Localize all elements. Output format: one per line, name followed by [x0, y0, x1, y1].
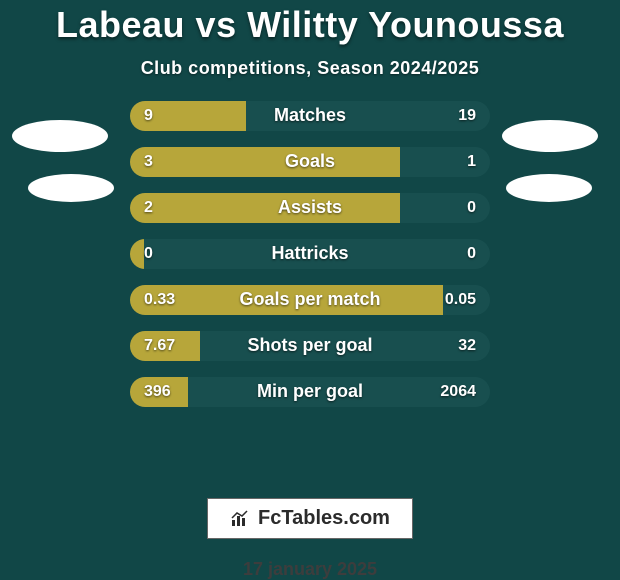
bar-right-fill: [188, 377, 490, 407]
stat-row: Assists20: [130, 193, 490, 223]
page-subtitle: Club competitions, Season 2024/2025: [141, 58, 480, 79]
bar-left-fill: [130, 193, 400, 223]
comparison-page: Labeau vs Wilitty Younoussa Club competi…: [0, 0, 620, 580]
stat-row: Goals31: [130, 147, 490, 177]
page-title: Labeau vs Wilitty Younoussa: [56, 6, 564, 44]
bar-left-fill: [130, 331, 200, 361]
bar-left-fill: [130, 285, 443, 315]
stat-row: Matches919: [130, 101, 490, 131]
stat-row: Min per goal3962064: [130, 377, 490, 407]
bar-left-fill: [130, 147, 400, 177]
bar-right-fill: [246, 101, 490, 131]
player1-avatar-top: [12, 120, 108, 152]
bar-left-fill: [130, 101, 246, 131]
brand-text: FcTables.com: [258, 507, 390, 530]
bar-right-fill: [400, 147, 490, 177]
bar-left-fill: [130, 239, 144, 269]
stat-row: Goals per match0.330.05: [130, 285, 490, 315]
bar-right-fill: [144, 239, 490, 269]
player2-avatar-bottom: [506, 174, 592, 202]
bar-left-fill: [130, 377, 188, 407]
bars-container: Matches919 Goals31 Assists20 Hattricks00 Goa…: [130, 101, 490, 407]
chart-area: Matches919 Goals31 Assists20 Hattricks00 Goa…: [0, 101, 620, 484]
bar-right-fill: [443, 285, 490, 315]
stat-row: Shots per goal7.6732: [130, 331, 490, 361]
brand-chart-icon: [230, 510, 252, 528]
date-line: 17 january 2025: [243, 559, 377, 580]
stat-row: Hattricks00: [130, 239, 490, 269]
brand-box[interactable]: FcTables.com: [207, 498, 413, 539]
player1-avatar-bottom: [28, 174, 114, 202]
player2-avatar-top: [502, 120, 598, 152]
bar-right-fill: [200, 331, 490, 361]
